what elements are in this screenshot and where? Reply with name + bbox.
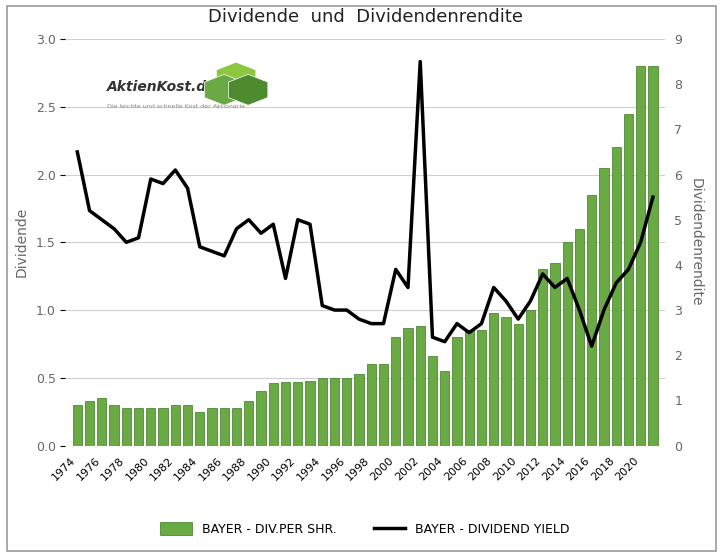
Bar — [612, 148, 621, 446]
Bar — [575, 229, 584, 446]
Bar — [391, 337, 401, 446]
Bar — [354, 374, 364, 446]
Bar — [134, 408, 143, 446]
Bar — [379, 364, 388, 446]
Bar — [257, 392, 265, 446]
Bar — [121, 408, 131, 446]
Legend: BAYER - DIV.PER SHR., BAYER - DIVIDEND YIELD: BAYER - DIV.PER SHR., BAYER - DIVIDEND Y… — [155, 517, 575, 541]
Bar — [489, 313, 498, 446]
Bar — [513, 324, 523, 446]
Bar — [109, 405, 119, 446]
Bar — [269, 383, 278, 446]
Bar — [232, 408, 241, 446]
Bar — [624, 114, 633, 446]
Bar — [317, 378, 327, 446]
Bar — [85, 401, 94, 446]
Title: Dividende  und  Dividendenrendite: Dividende und Dividendenrendite — [208, 8, 523, 26]
Bar — [526, 310, 535, 446]
Bar — [330, 378, 339, 446]
Bar — [587, 195, 596, 446]
Bar — [501, 317, 510, 446]
Bar — [97, 398, 106, 446]
Bar — [281, 382, 290, 446]
Bar — [465, 330, 474, 446]
Bar — [367, 364, 376, 446]
Text: Die leichte und schnelle Kost der Aktionarie: Die leichte und schnelle Kost der Aktion… — [107, 104, 245, 109]
Y-axis label: Dividendenrendite: Dividendenrendite — [689, 178, 703, 306]
Bar — [158, 408, 168, 446]
Bar — [146, 408, 155, 446]
Bar — [171, 405, 180, 446]
Bar — [293, 382, 302, 446]
Y-axis label: Dividende: Dividende — [15, 207, 29, 277]
Bar — [208, 408, 217, 446]
Bar — [440, 371, 449, 446]
Bar — [636, 66, 645, 446]
Bar — [305, 380, 315, 446]
Bar — [599, 168, 609, 446]
Bar — [538, 270, 547, 446]
Bar — [195, 412, 205, 446]
Bar — [649, 66, 657, 446]
Bar — [73, 405, 82, 446]
Bar — [342, 378, 351, 446]
Bar — [183, 405, 192, 446]
Bar — [220, 408, 229, 446]
Text: AktienKost.de: AktienKost.de — [107, 80, 217, 94]
Bar — [244, 401, 253, 446]
Bar — [453, 337, 461, 446]
Bar — [562, 242, 572, 446]
Bar — [550, 262, 560, 446]
Bar — [403, 328, 413, 446]
Bar — [428, 356, 437, 446]
Bar — [477, 330, 486, 446]
Bar — [416, 326, 425, 446]
